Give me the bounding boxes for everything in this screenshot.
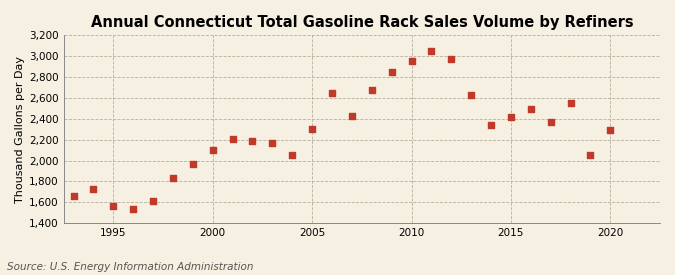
Y-axis label: Thousand Gallons per Day: Thousand Gallons per Day: [15, 56, 25, 203]
Point: [128, 206, 138, 211]
Point: [565, 101, 576, 105]
Point: [585, 153, 596, 158]
Point: [466, 93, 477, 97]
Text: Source: U.S. Energy Information Administration: Source: U.S. Energy Information Administ…: [7, 262, 253, 272]
Point: [426, 49, 437, 53]
Point: [605, 128, 616, 133]
Point: [167, 176, 178, 180]
Point: [506, 114, 516, 119]
Point: [207, 148, 218, 152]
Point: [485, 123, 496, 127]
Point: [446, 57, 457, 62]
Point: [88, 186, 99, 191]
Point: [247, 139, 258, 143]
Point: [108, 204, 119, 209]
Point: [367, 87, 377, 92]
Point: [545, 120, 556, 124]
Point: [386, 70, 397, 74]
Point: [267, 141, 278, 145]
Point: [306, 127, 317, 131]
Point: [406, 59, 417, 64]
Point: [346, 114, 357, 118]
Point: [327, 90, 338, 95]
Point: [227, 136, 238, 141]
Point: [525, 107, 536, 112]
Point: [68, 194, 79, 198]
Point: [188, 161, 198, 166]
Point: [287, 153, 298, 158]
Title: Annual Connecticut Total Gasoline Rack Sales Volume by Refiners: Annual Connecticut Total Gasoline Rack S…: [90, 15, 633, 30]
Point: [148, 199, 159, 204]
